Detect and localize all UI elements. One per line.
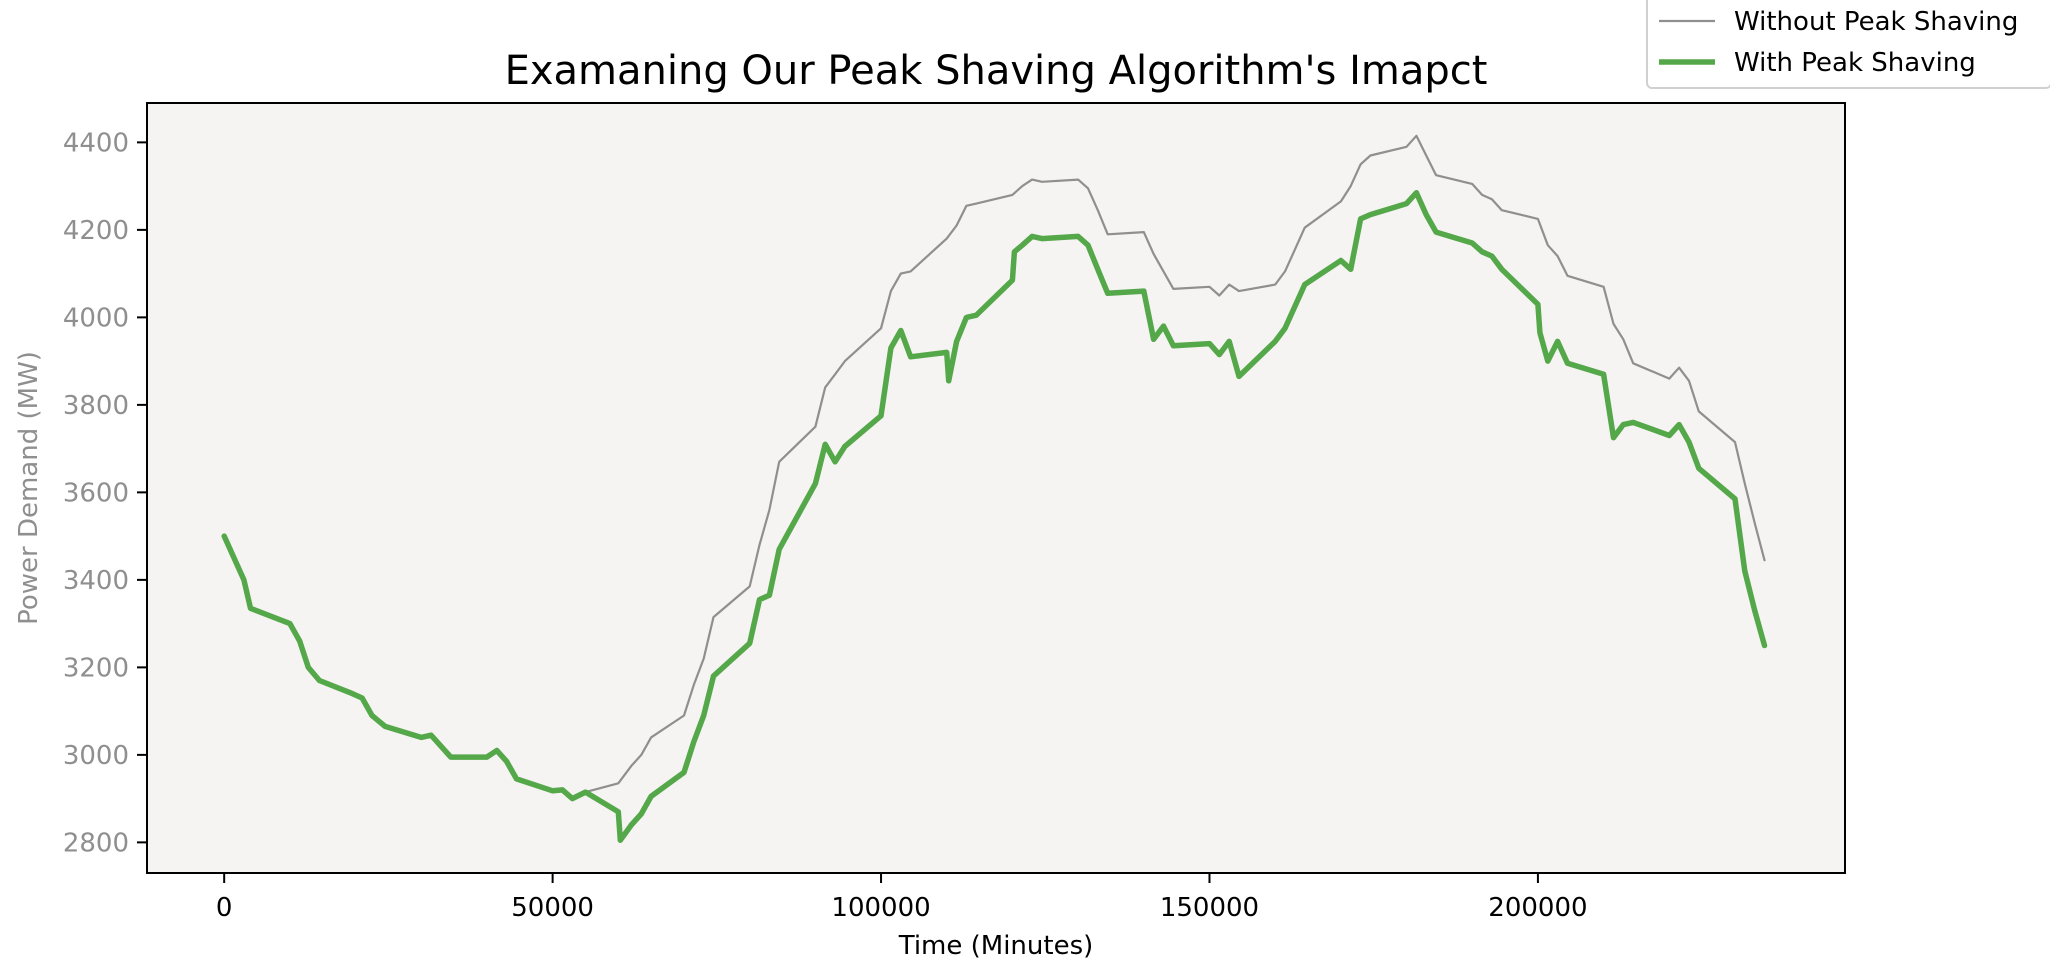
x-axis-title: Time (Minutes) — [898, 931, 1094, 961]
x-tick-label: 200000 — [1488, 893, 1587, 923]
series-line-with-peak-shaving — [221, 189, 1768, 843]
plot-frame — [146, 102, 1846, 874]
y-tick-label: 4200 — [63, 216, 129, 246]
x-tick-label: 100000 — [831, 893, 930, 923]
chart-title: Examaning Our Peak Shaving Algorithm's I… — [505, 48, 1488, 94]
y-axis: 2800 3000 3200 3400 3600 3800 4000 4200 4400 — [63, 128, 147, 858]
x-axis: 0 50000 100000 150000 200000 — [216, 873, 1588, 923]
x-tick-label: 0 — [216, 893, 233, 923]
y-tick-label: 4000 — [63, 303, 129, 333]
y-tick-label: 4400 — [63, 128, 129, 158]
x-tick-label: 50000 — [511, 893, 594, 923]
series-layer — [221, 134, 1768, 843]
y-axis-title: Power Demand (MW) — [14, 351, 44, 625]
legend: Without Peak Shaving With Peak Shaving — [1646, 0, 2050, 89]
legend-label-without-peak-shaving: Without Peak Shaving — [1734, 7, 2018, 37]
plot-background — [147, 103, 1845, 873]
y-tick-label: 3600 — [63, 478, 129, 508]
y-tick-label: 3800 — [63, 391, 129, 421]
x-tick-label: 150000 — [1160, 893, 1259, 923]
legend-box — [1646, 0, 2050, 89]
y-tick-label: 3400 — [63, 566, 129, 596]
y-tick-label: 2800 — [63, 828, 129, 858]
y-tick-label: 3000 — [63, 741, 129, 771]
legend-label-with-peak-shaving: With Peak Shaving — [1734, 48, 1976, 78]
y-tick-label: 3200 — [63, 653, 129, 683]
